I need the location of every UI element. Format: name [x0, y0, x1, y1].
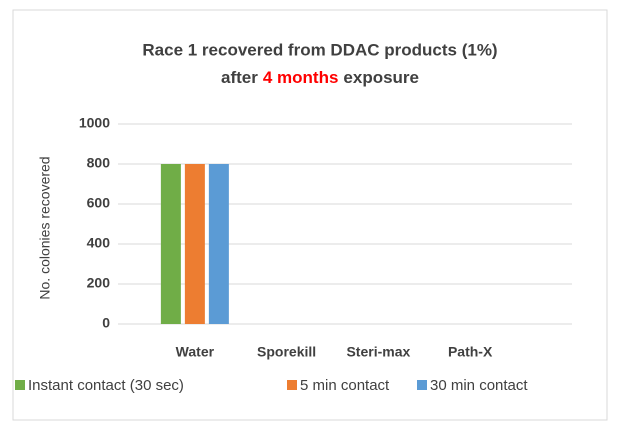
- y-tick-label: 600: [87, 195, 111, 211]
- chart-border: [12, 9, 608, 421]
- y-tick-label: 1000: [79, 115, 110, 131]
- legend-label: Instant contact (30 sec): [28, 377, 184, 394]
- bar: [184, 164, 205, 324]
- chart-title-line2: after 4 months exposure: [221, 68, 419, 87]
- legend-label: 5 min contact: [300, 377, 390, 394]
- y-tick-label: 400: [87, 235, 111, 251]
- x-tick-label: Sporekill: [257, 344, 316, 360]
- bar: [160, 164, 181, 324]
- title-highlight: 4 months: [263, 68, 339, 87]
- x-tick-label: Steri-max: [346, 344, 410, 360]
- title-part: exposure: [343, 68, 419, 87]
- legend-swatch: [417, 380, 427, 390]
- y-tick-label: 0: [102, 315, 110, 331]
- title-part: after: [221, 68, 258, 87]
- bar: [208, 164, 229, 324]
- legend-label: 30 min contact: [430, 377, 528, 394]
- x-tick-label: Water: [176, 344, 215, 360]
- y-axis-label: No. colonies recovered: [37, 156, 53, 299]
- y-tick-label: 200: [87, 275, 111, 291]
- chart-title: Race 1 recovered from DDAC products (1%): [142, 40, 497, 59]
- x-tick-label: Path-X: [448, 344, 493, 360]
- legend-swatch: [287, 380, 297, 390]
- y-tick-label: 800: [87, 155, 111, 171]
- legend-swatch: [15, 380, 25, 390]
